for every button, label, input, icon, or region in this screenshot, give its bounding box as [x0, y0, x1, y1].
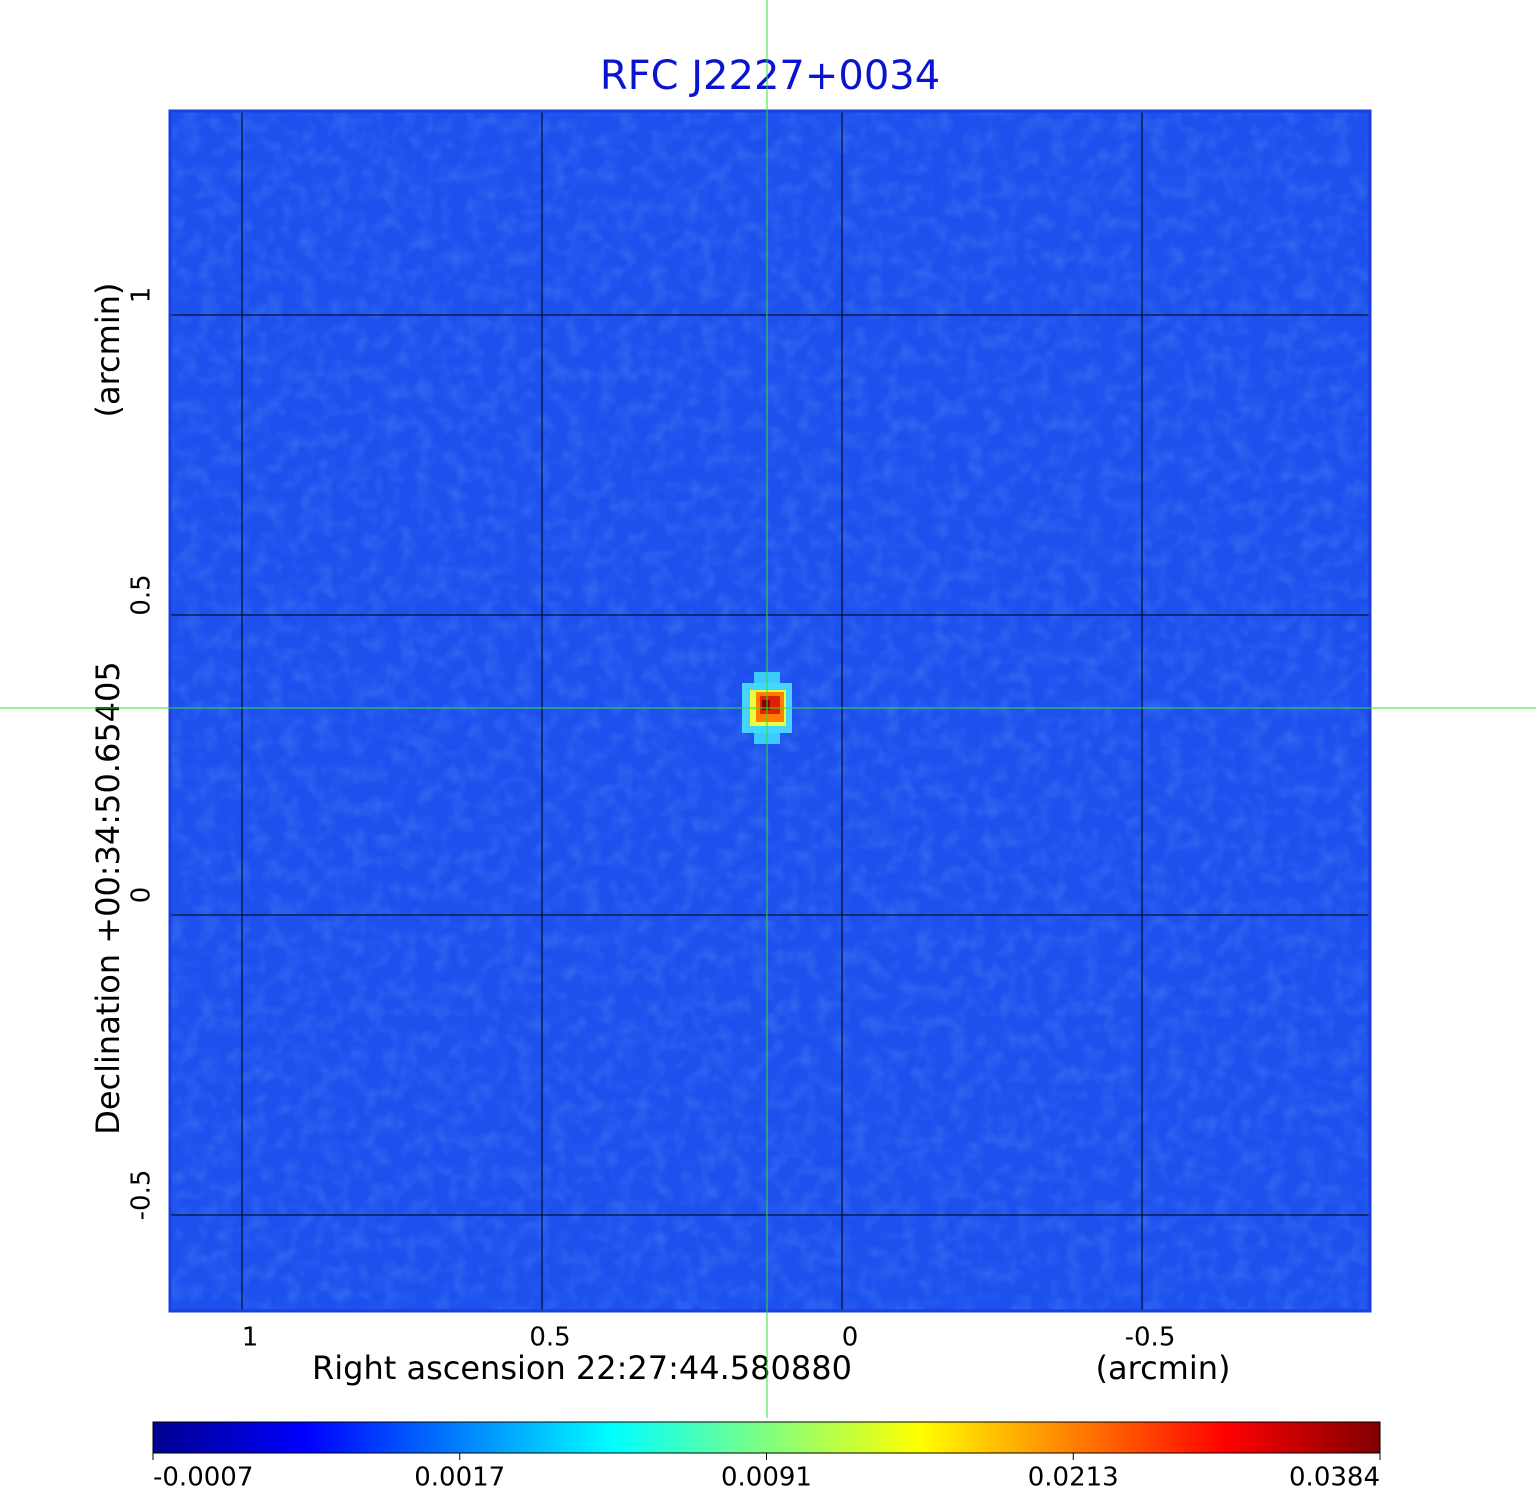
- y-tick-label: 0: [127, 887, 157, 904]
- y-tick-label: -0.5: [127, 1170, 157, 1221]
- chart-title: RFC J2227+0034: [600, 53, 940, 99]
- y-tick-label: 0.5: [127, 574, 157, 615]
- colorbar-tick-label: 0.0091: [721, 1463, 812, 1493]
- colorbar-tick-label: -0.0007: [153, 1463, 253, 1493]
- colorbar-tick-label: 0.0017: [414, 1463, 505, 1493]
- x-axis-unit: (arcmin): [1096, 1349, 1231, 1387]
- y-tick-label: 1: [127, 287, 157, 304]
- colorbar: [152, 1421, 1381, 1454]
- x-tick-label: 0: [842, 1323, 859, 1353]
- y-axis-label: Declination +00:34:50.65405: [89, 661, 127, 1135]
- x-tick-label: 0.5: [529, 1323, 570, 1353]
- x-tick-label: -0.5: [1125, 1323, 1176, 1353]
- colorbar-tick-label: 0.0213: [1028, 1463, 1119, 1493]
- x-axis-label: Right ascension 22:27:44.580880: [312, 1349, 852, 1387]
- colorbar-tick-label: 0.0384: [1289, 1463, 1380, 1493]
- x-tick-label: 1: [242, 1323, 259, 1353]
- image-frame: [168, 109, 1372, 1313]
- y-axis-unit: (arcmin): [89, 283, 127, 418]
